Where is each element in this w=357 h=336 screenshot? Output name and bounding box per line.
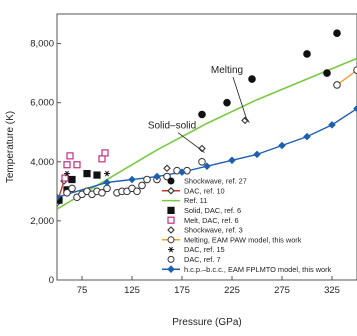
data-point (103, 178, 111, 187)
data-point (323, 69, 331, 77)
data-point (278, 141, 286, 150)
data-point (143, 175, 151, 184)
legend-label: Shockwave, ref. 3 (184, 226, 243, 235)
annotation-arrow (177, 132, 203, 151)
data-point (228, 156, 236, 165)
legend-marker (167, 206, 175, 214)
data-point (333, 81, 341, 89)
data-point (248, 75, 256, 83)
legend-label: Melting, EAM PAW model, this work (184, 235, 302, 244)
legend-marker (167, 226, 175, 234)
data-point (133, 187, 141, 196)
asterisk-stroke (169, 246, 173, 253)
data-point (163, 164, 171, 173)
legend-marker (167, 255, 175, 263)
data-point (101, 149, 109, 157)
annotation-arrow (232, 76, 248, 121)
legend-label: DAC, ref. 15 (184, 245, 225, 254)
data-point (153, 172, 161, 181)
series-line (336, 69, 357, 86)
legend-label: Melt, DAC, ref. 6 (184, 216, 239, 225)
asterisk-stroke (65, 170, 69, 177)
data-point (63, 161, 71, 169)
data-point (73, 161, 81, 169)
data-point (68, 184, 76, 193)
legend-item: h.c.p.–b.c.c., EAM FPLMTO model, this wo… (162, 265, 332, 274)
data-point (57, 193, 61, 202)
data-point (178, 168, 186, 176)
data-point (303, 50, 311, 58)
legend-marker (168, 246, 174, 253)
annotations: Solid–solid Melting (148, 65, 250, 153)
data-point (303, 132, 311, 141)
annotation-label: Melting (211, 65, 243, 76)
legend-item: DAC, ref. 10 (162, 186, 225, 195)
legend-label: h.c.p.–b.c.c., EAM FPLMTO model, this wo… (184, 265, 332, 274)
axis-ticks: 75 125 175 225 275 325 2,000 4,000 6,000 8,000 0 (30, 39, 340, 296)
data-point (93, 171, 101, 179)
data-point (328, 121, 336, 129)
data-point (98, 189, 106, 197)
legend-marker (167, 216, 175, 224)
data-point (198, 157, 206, 166)
x-tick-label: 225 (224, 285, 240, 296)
legend-label: Shockwave, ref. 27 (184, 177, 247, 186)
legend-item: DAC, ref. 15 (168, 245, 225, 254)
y-tick-label: 0 (49, 275, 54, 286)
annotation-label: Solid–solid (148, 121, 196, 132)
data-point (98, 155, 106, 163)
legend-item: DAC, ref. 7 (167, 255, 221, 264)
y-tick-label: 4,000 (30, 157, 54, 168)
y-tick-label: 6,000 (30, 98, 54, 109)
legend-item: Melting, EAM PAW model, this work (162, 235, 302, 244)
annotation-arrow-head (199, 148, 205, 153)
x-tick-label: 175 (174, 285, 190, 296)
legend-label: DAC, ref. 10 (184, 186, 225, 195)
data-point (104, 170, 110, 177)
legend-marker (167, 236, 175, 244)
data-point (61, 174, 69, 182)
x-axis-title: Pressure (GPa) (172, 317, 241, 328)
data-point (198, 110, 206, 119)
data-point (353, 104, 357, 113)
x-tick-label: 275 (274, 285, 290, 296)
data-point (83, 170, 91, 178)
x-tick-label: 75 (77, 285, 88, 296)
data-point (333, 29, 341, 38)
legend-marker (167, 187, 175, 195)
y-tick-label: 2,000 (30, 216, 54, 227)
legend-item: Shockwave, ref. 3 (167, 226, 243, 235)
annotation-arrow-head (244, 118, 250, 123)
data-point (353, 66, 357, 74)
data-point (68, 175, 76, 184)
legend-marker (167, 177, 175, 185)
data-point (63, 189, 71, 197)
asterisk-stroke (105, 170, 109, 177)
data-point (64, 170, 70, 177)
legend-label: DAC, ref. 7 (184, 255, 221, 264)
data-point (66, 152, 74, 160)
data-point (223, 98, 231, 107)
data-point (128, 175, 136, 184)
legend-item: Melt, DAC, ref. 6 (167, 216, 239, 225)
legend-item: Solid, DAC, ref. 6 (167, 206, 241, 215)
y-axis-title: Temperature (K) (5, 111, 16, 183)
data-point (253, 150, 261, 159)
x-tick-label: 125 (124, 285, 140, 296)
data-point (203, 162, 211, 170)
legend-marker (167, 265, 175, 273)
legend-item: Ref. 11 (162, 196, 207, 205)
legend-label: Ref. 11 (184, 196, 207, 205)
plot-frame (56, 13, 357, 281)
x-tick-label: 325 (324, 285, 340, 296)
data-point (163, 172, 171, 181)
legend-item: Shockwave, ref. 27 (167, 177, 247, 186)
data-point (138, 181, 146, 190)
data-points (57, 29, 357, 207)
legend-label: Solid, DAC, ref. 6 (184, 206, 241, 215)
data-point (198, 144, 206, 153)
y-tick-label: 8,000 (30, 39, 54, 50)
